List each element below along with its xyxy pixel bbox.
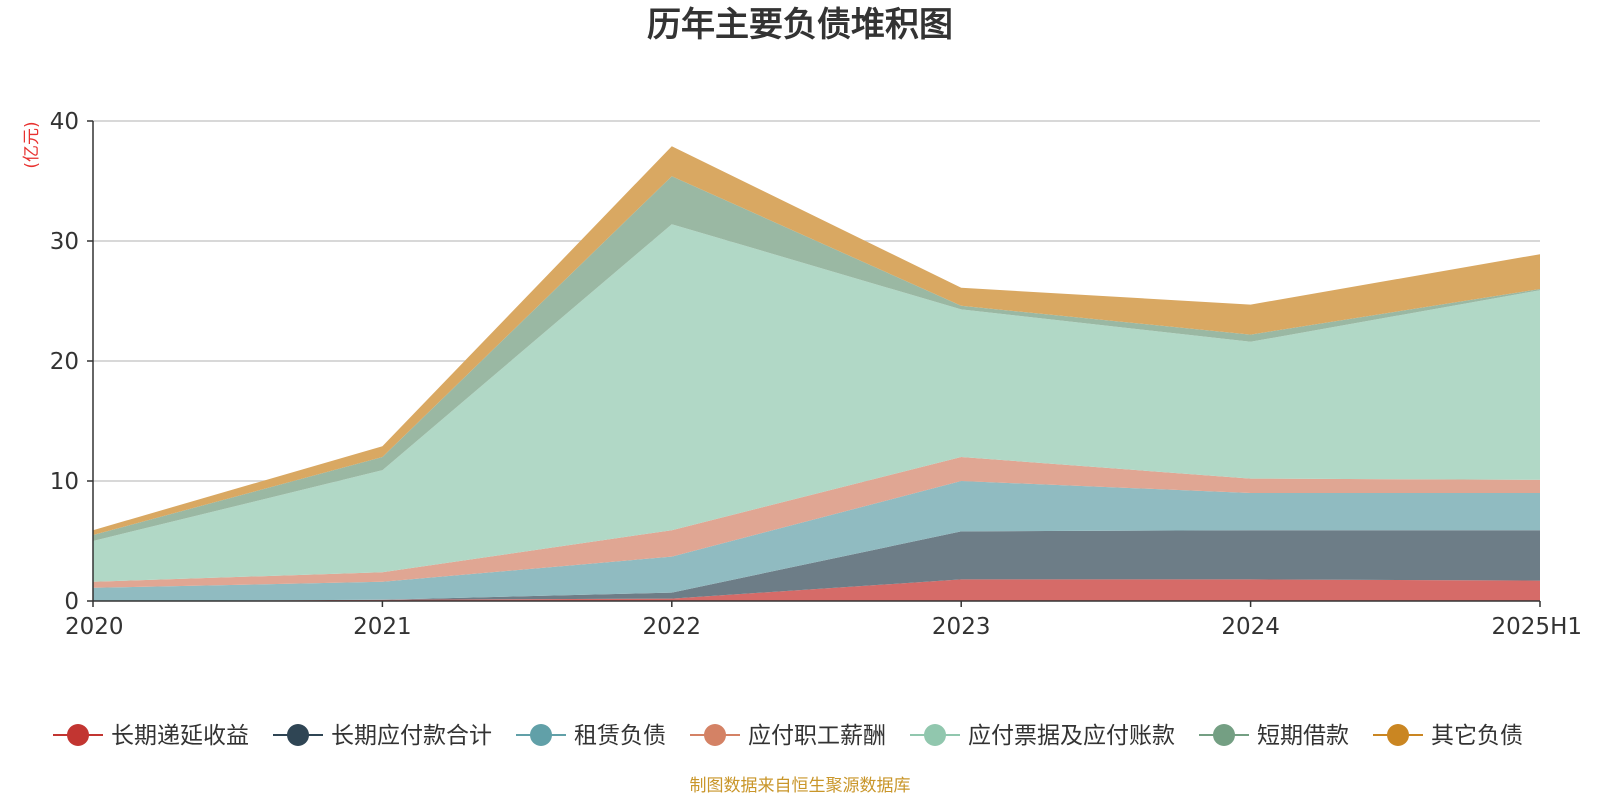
legend-item[interactable]: 租赁负债 <box>516 723 666 749</box>
legend-marker <box>67 724 89 746</box>
legend-item[interactable]: 应付票据及应付账款 <box>910 723 1175 749</box>
area-series <box>93 579 1540 601</box>
x-axis-ticks: 2020 2021 2022 2023 2024 2025H1 <box>65 601 1582 640</box>
legend-marker <box>530 724 552 746</box>
legend-label: 应付票据及应付账款 <box>968 723 1175 749</box>
x-tick-label: 2020 <box>65 614 124 640</box>
area-series <box>93 457 1540 588</box>
area-series-group <box>93 146 1540 601</box>
y-axis-ticks: 0 10 20 30 40 <box>50 109 93 615</box>
source-note: 制图数据来自恒生聚源数据库 <box>690 776 911 796</box>
legend-label: 短期借款 <box>1257 723 1349 749</box>
area-series <box>93 146 1540 535</box>
legend-marker <box>924 724 946 746</box>
legend-label: 租赁负债 <box>574 723 666 749</box>
legend-label: 应付职工薪酬 <box>748 723 886 749</box>
area-series <box>93 176 1540 541</box>
area-series <box>93 530 1540 601</box>
legend-item[interactable]: 长期应付款合计 <box>273 723 492 749</box>
x-tick-label: 2023 <box>932 614 991 640</box>
legend-marker <box>1213 724 1235 746</box>
y-tick-label: 40 <box>50 109 79 135</box>
x-tick-label: 2021 <box>353 614 412 640</box>
legend-item[interactable]: 应付职工薪酬 <box>690 723 886 749</box>
chart-title: 历年主要负债堆积图 <box>647 5 953 45</box>
legend-label: 长期应付款合计 <box>331 723 492 749</box>
y-tick-label: 0 <box>64 589 79 615</box>
legend-item[interactable]: 其它负债 <box>1373 723 1523 749</box>
legend-label: 其它负债 <box>1431 723 1523 749</box>
y-tick-label: 10 <box>50 469 79 495</box>
y-axis-unit-label: (亿元) <box>22 121 42 168</box>
x-tick-label: 2022 <box>643 614 702 640</box>
legend-item[interactable]: 长期递延收益 <box>53 723 249 749</box>
y-tick-label: 30 <box>50 229 79 255</box>
y-tick-label: 20 <box>50 349 79 375</box>
x-tick-label: 2025H1 <box>1492 614 1582 640</box>
x-tick-label: 2024 <box>1221 614 1280 640</box>
legend-marker <box>1387 724 1409 746</box>
legend: 长期递延收益 长期应付款合计 租赁负债 应付职工薪酬 应付票据及应付账款 短期借款 其它负债 <box>53 723 1523 749</box>
legend-label: 长期递延收益 <box>111 723 249 749</box>
legend-marker <box>704 724 726 746</box>
area-series <box>93 224 1540 582</box>
legend-item[interactable]: 短期借款 <box>1199 723 1349 749</box>
legend-marker <box>287 724 309 746</box>
area-series <box>93 481 1540 601</box>
